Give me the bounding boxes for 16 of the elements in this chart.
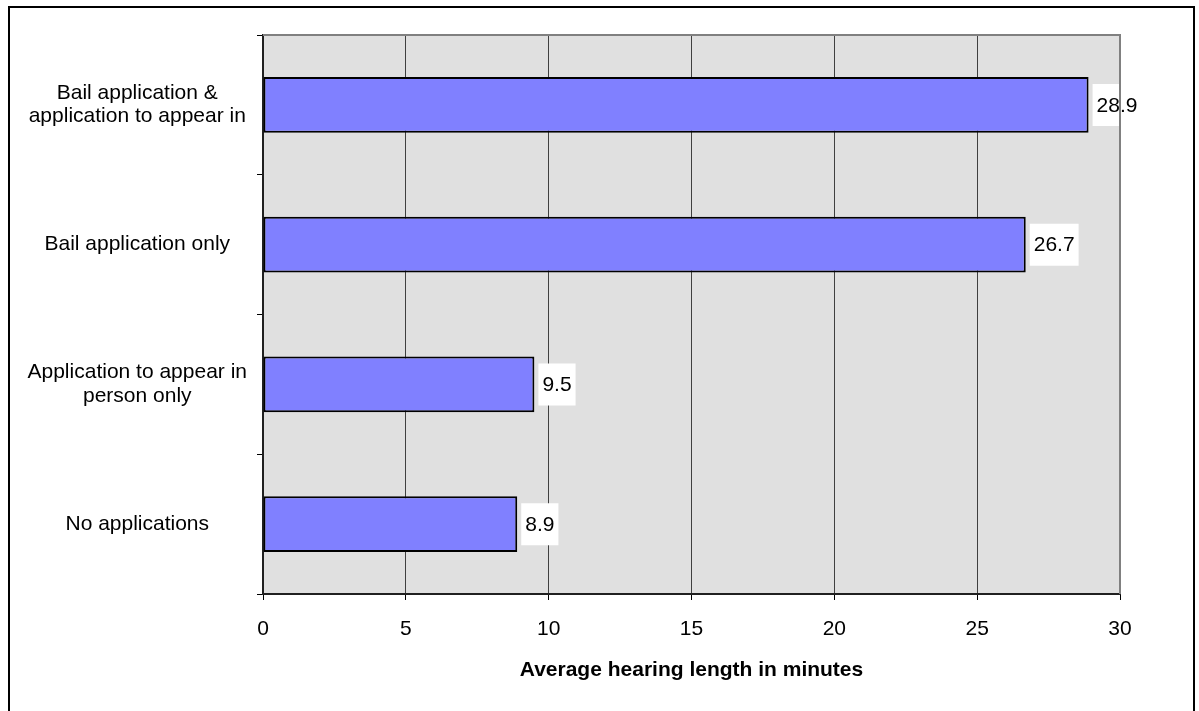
x-tick-label: 5 bbox=[399, 616, 412, 640]
y-tick-label: No applications bbox=[65, 510, 210, 534]
x-tick-label: 25 bbox=[965, 616, 989, 640]
x-tick-label: 0 bbox=[257, 616, 269, 640]
data-label: 28.9 bbox=[1096, 92, 1138, 116]
x-tick-label: 20 bbox=[822, 616, 847, 640]
data-label: 8.9 bbox=[525, 511, 555, 535]
data-label: 9.5 bbox=[542, 372, 572, 396]
x-tick-label: 30 bbox=[1108, 616, 1132, 640]
x-tick-label: 10 bbox=[536, 616, 561, 640]
data-label: 26.7 bbox=[1033, 232, 1075, 256]
y-tick-label: Bail application & application to appear in bbox=[28, 79, 246, 127]
x-tick-label: 15 bbox=[679, 616, 704, 640]
x-axis-title: Average hearing length in minutes bbox=[519, 657, 864, 681]
y-tick-label: Bail application only bbox=[44, 231, 231, 255]
y-tick-label: Application to appear in person only bbox=[27, 359, 248, 406]
